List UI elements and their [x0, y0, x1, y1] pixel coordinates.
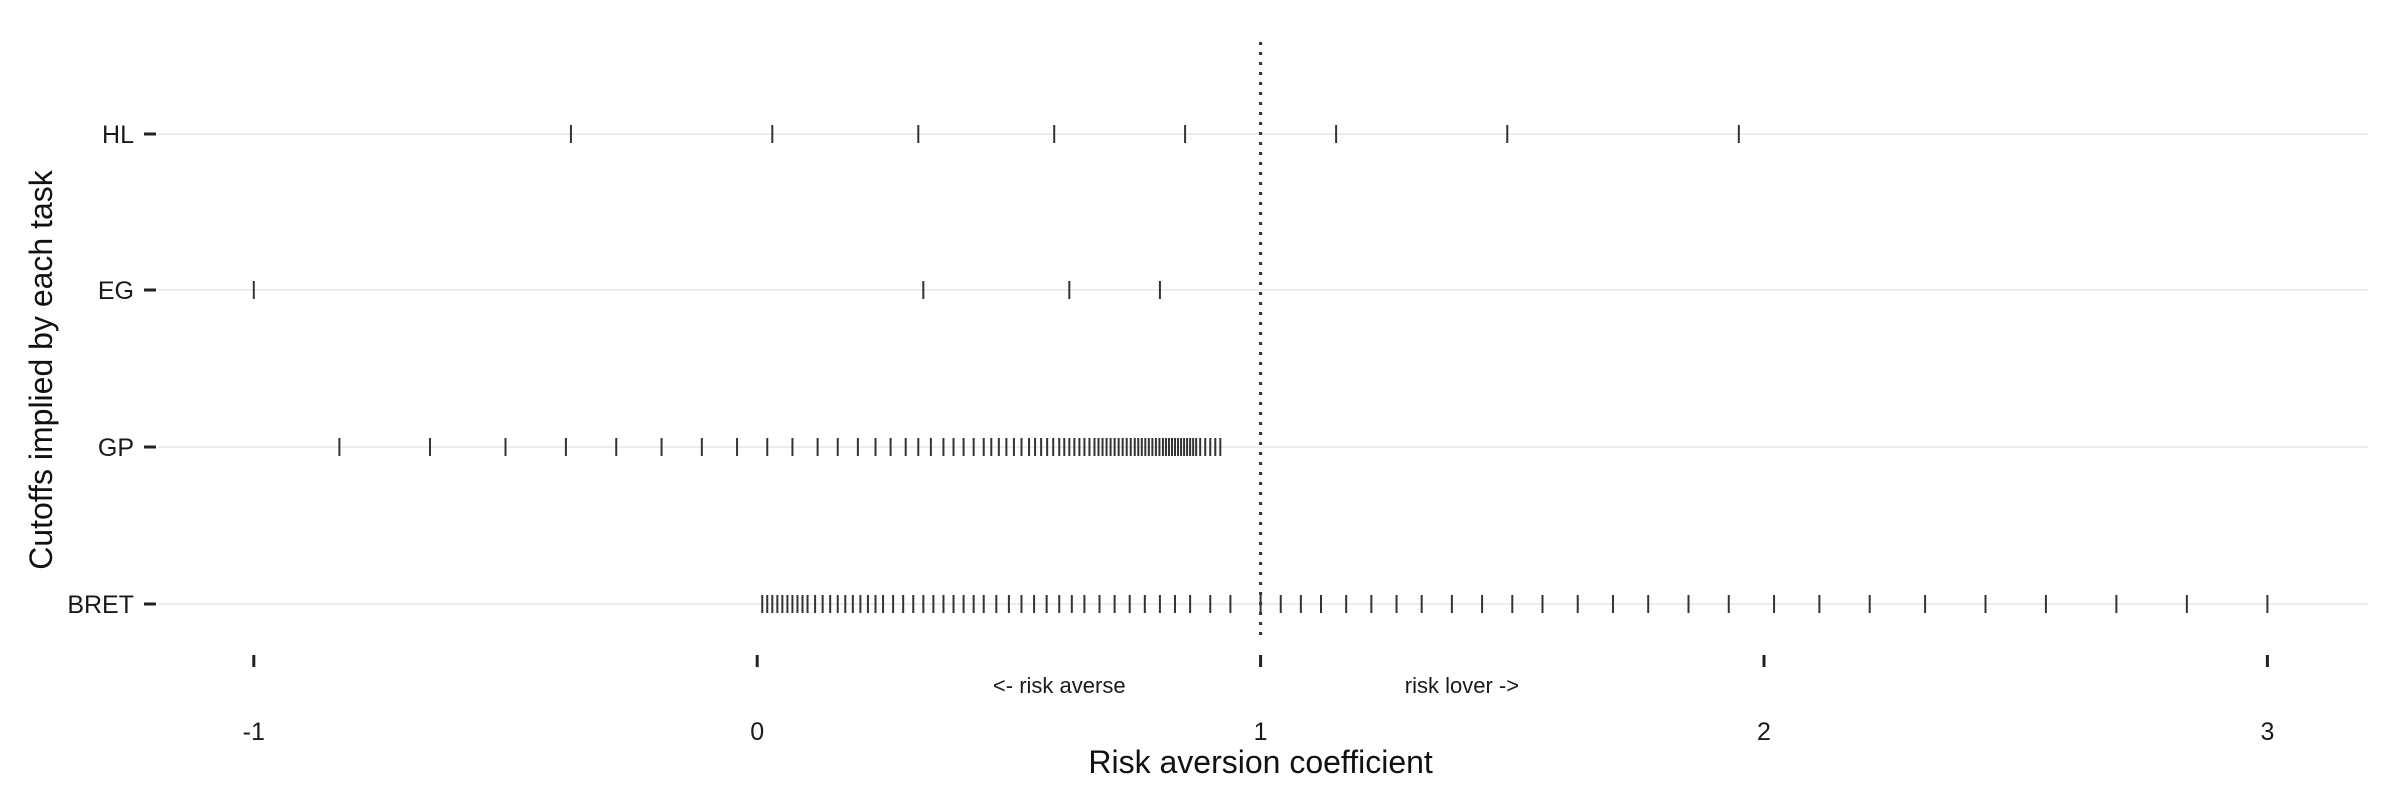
y-axis: HL EG GP BRET: [67, 121, 156, 619]
y-tick-label-gp: GP: [98, 434, 134, 462]
y-tick-label-bret: BRET: [67, 591, 134, 619]
marks-layer: [252, 125, 2269, 613]
y-tick-label-eg: EG: [98, 277, 134, 305]
annotation-0: <- risk averse: [993, 673, 1126, 698]
x-tick-label-1: 1: [1254, 718, 1268, 746]
y-tick-label-hl: HL: [102, 121, 134, 149]
x-axis: -1 0 1 2 3: [243, 655, 2274, 746]
x-tick-label--1: -1: [243, 718, 265, 746]
x-axis-title: Risk aversion coefficient: [1088, 744, 1433, 780]
annotations: <- risk averse risk lover ->: [993, 673, 1519, 698]
grid-layer: [158, 133, 2368, 605]
y-axis-title: Cutoffs implied by each task: [23, 169, 59, 570]
x-tick-label-2: 2: [1757, 718, 1771, 746]
x-tick-label-3: 3: [2260, 718, 2274, 746]
x-tick-label-0: 0: [750, 718, 764, 746]
annotation-1: risk lover ->: [1405, 673, 1519, 698]
